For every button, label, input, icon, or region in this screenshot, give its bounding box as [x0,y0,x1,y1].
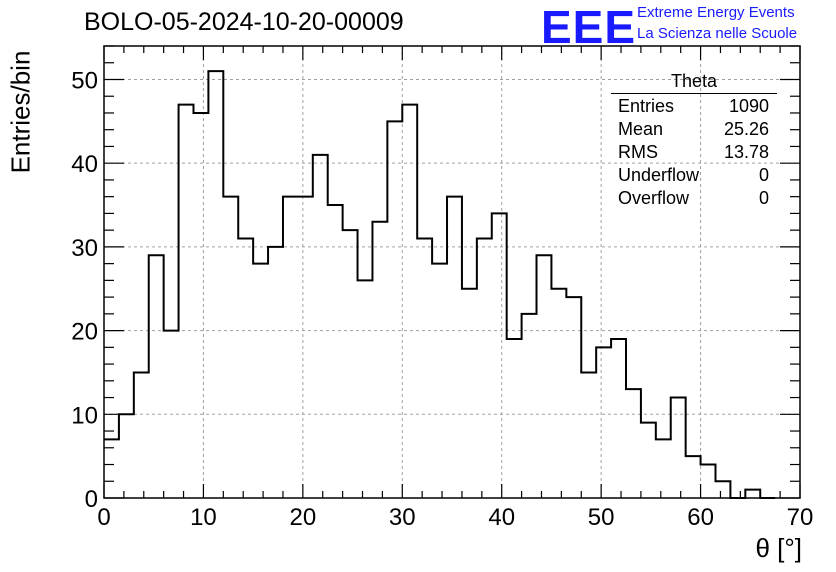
brand-line-2: La Scienza nelle Scuole [637,25,798,42]
stats-label: Overflow [618,188,690,208]
y-tick-label: 40 [71,151,98,178]
axis-ticks [103,45,801,499]
stats-row-rms: RMS 13.78 [611,141,777,164]
x-tick-label: 40 [488,504,515,531]
x-tick-label: 10 [190,504,217,531]
stats-title: Theta [611,71,777,94]
plot-frame [103,45,801,499]
x-tick-label: 20 [290,504,317,531]
tick-labels: 0 10 20 30 40 50 60 70 0 10 20 30 40 50 [71,67,813,531]
y-tick-label: 30 [71,235,98,262]
stats-value: 0 [758,165,769,185]
x-axis-label: θ [°] [755,533,802,563]
stats-row-mean: Mean 25.26 [611,118,777,141]
stats-label: Mean [618,119,664,139]
stats-label: RMS [618,142,658,162]
stats-value: 13.78 [723,142,769,162]
histogram-line [104,70,776,499]
stats-row-overflow: Overflow 0 [611,187,777,210]
grid-lines [104,46,800,498]
x-tick-label: 60 [687,504,714,531]
stats-value: 0 [758,188,769,208]
y-tick-label: 50 [71,67,98,94]
stats-label: Entries [618,96,675,116]
x-tick-label: 70 [787,504,814,531]
stats-box: Theta Entries 1090 Mean 25.26 RMS 13.78 … [611,71,777,210]
x-tick-label: 50 [588,504,615,531]
stats-row-entries: Entries 1090 [611,95,777,118]
stats-value: 25.26 [723,119,769,139]
y-tick-label: 10 [71,402,98,429]
y-tick-label: 0 [85,486,98,513]
y-axis-label: Entries/bin [5,50,36,174]
eee-logo: EEE [541,1,637,53]
stats-row-underflow: Underflow 0 [611,164,777,187]
x-tick-label: 0 [97,504,110,531]
brand-line-1: Extreme Energy Events [637,4,795,21]
stats-value: 1090 [728,96,769,116]
stats-label: Underflow [618,165,700,185]
y-tick-label: 20 [71,319,98,346]
chart-title: BOLO-05-2024-10-20-00009 [84,8,404,36]
x-tick-label: 30 [389,504,416,531]
